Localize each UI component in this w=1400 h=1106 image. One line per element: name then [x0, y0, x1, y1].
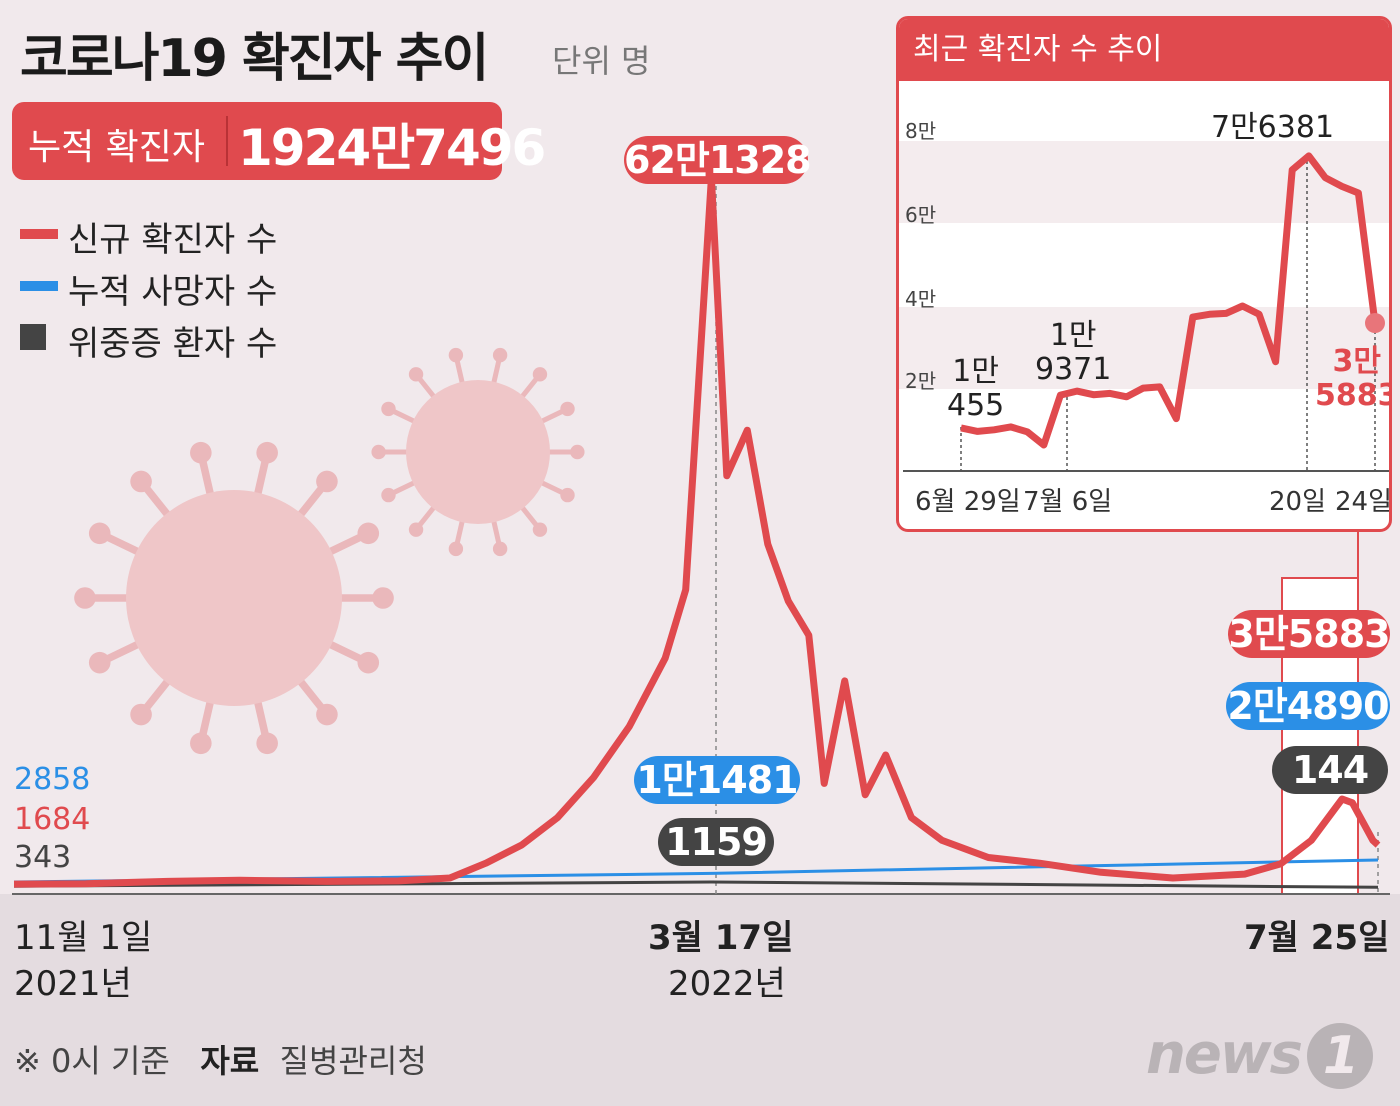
last-new-cases-label: 3만5883	[1228, 610, 1391, 658]
inset-band	[899, 141, 1389, 223]
inset-annotation-start: 1만 455	[947, 355, 1004, 423]
legend-label: 누적 사망자 수	[68, 272, 278, 312]
inset-x-label: 24일	[1335, 487, 1392, 517]
peak-new-cases-label: 62만1328	[624, 136, 812, 184]
start-value-critical: 343	[14, 840, 72, 875]
cumulative-cases-label: 누적 확진자	[28, 127, 206, 168]
virus-icon	[371, 347, 585, 557]
annotation-line: 1만	[952, 354, 999, 389]
inset-y-tick: 8만	[905, 119, 937, 143]
inset-x-label: 6월 29일	[915, 487, 1021, 517]
inset-annotation-jul6: 1만 9371	[1035, 319, 1111, 387]
inset-new-cases-line	[960, 152, 1379, 449]
annotation-line: 455	[947, 388, 1005, 423]
cumulative-cases-value: 1924만7496	[238, 119, 546, 177]
annotation-line: 5883	[1315, 378, 1392, 413]
source-name: 질병관리청	[279, 1042, 427, 1080]
inset-end-point	[1365, 313, 1385, 333]
new-cases-series-line	[13, 174, 1381, 888]
legend-label: 위중증 환자 수	[68, 324, 278, 364]
start-value-new-cases: 1684	[14, 802, 91, 837]
legend-swatch-dark	[20, 324, 46, 350]
news1-logo: news 1	[1146, 1022, 1373, 1089]
inset-y-tick: 2만	[905, 369, 937, 393]
virus-icon	[74, 441, 394, 755]
x-label-start-date: 11월 1일	[14, 918, 153, 958]
legend-swatch-blue	[20, 281, 58, 291]
recent-trend-inset: 최근 확진자 수 추이 8만 6만 4만 2만 1만 455 1만 9371 7…	[896, 16, 1392, 532]
x-label-end-date: 7월 25일	[1244, 918, 1390, 958]
logo-text: news	[1146, 1022, 1303, 1087]
virus-illustration	[74, 347, 585, 755]
critical-series-line	[13, 880, 1379, 889]
x-axis-band	[0, 894, 1400, 1106]
inset-title: 최근 확진자 수 추이	[899, 19, 1389, 81]
inset-annotation-last: 3만 5883	[1315, 344, 1392, 413]
cumulative-cases-box: 누적 확진자 1924만7496	[12, 102, 546, 180]
x-label-start-year: 2021년	[14, 964, 132, 1004]
annotation-line: 3만	[1332, 344, 1381, 379]
annotation-line: 9371	[1035, 352, 1112, 387]
x-label-peak-date: 3월 17일	[648, 918, 794, 958]
logo-mark: 1	[1306, 1023, 1373, 1089]
inset-x-label: 20일	[1269, 487, 1327, 517]
footer-note: ※ 0시 기준 자료 질병관리청	[14, 1036, 427, 1082]
inset-y-tick: 6만	[905, 203, 937, 227]
peak-deaths-label: 1만1481	[634, 756, 800, 804]
last-critical-label: 144	[1272, 746, 1388, 794]
basis-note: ※ 0시 기준	[14, 1042, 170, 1080]
legend-swatch-red	[20, 229, 58, 239]
inset-x-label: 7월 6일	[1023, 487, 1113, 517]
annotation-line: 1만	[1049, 318, 1097, 353]
source-label: 자료	[200, 1042, 260, 1080]
inset-chart	[899, 141, 1389, 472]
inset-y-tick: 4만	[905, 287, 937, 311]
inset-annotation-peak: 7만6381	[1211, 110, 1335, 145]
peak-critical-label: 1159	[658, 818, 774, 866]
last-deaths-label: 2만4890	[1226, 682, 1390, 730]
x-label-peak-year: 2022년	[668, 964, 786, 1004]
page-title: 코로나19 확진자 추이	[20, 29, 489, 89]
cumulative-divider	[226, 116, 228, 166]
legend-label: 신규 확진자 수	[68, 220, 278, 260]
unit-label: 단위 명	[552, 42, 651, 80]
start-value-deaths: 2858	[14, 762, 91, 797]
